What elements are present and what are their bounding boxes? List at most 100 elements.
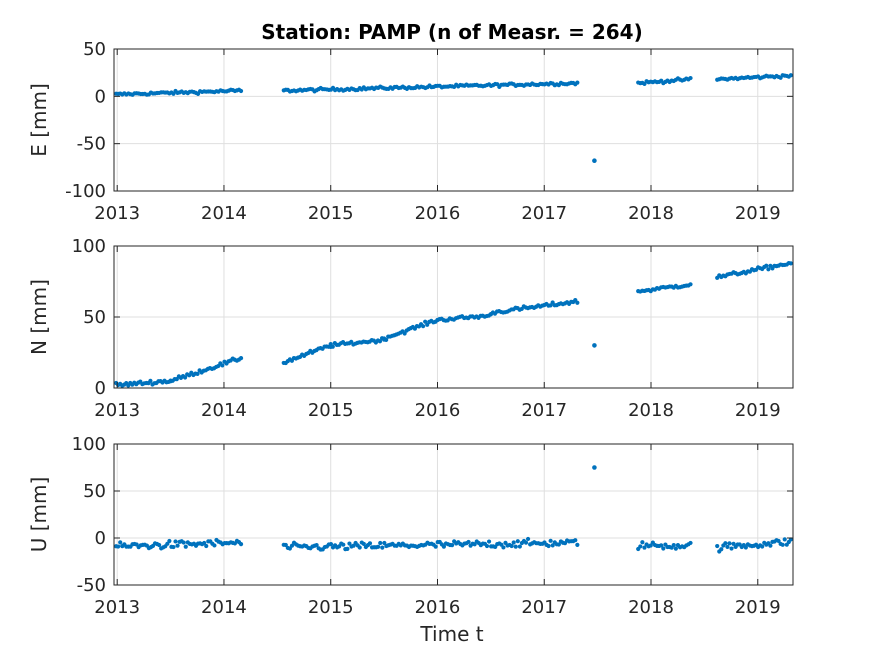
y-tick-label: 50 — [83, 307, 106, 328]
data-point — [382, 540, 387, 546]
data-point — [378, 540, 383, 546]
data-point — [501, 545, 506, 550]
y-axis-label: E [mm] — [27, 83, 51, 157]
axes-frame — [113, 443, 794, 586]
data-point — [171, 544, 176, 550]
data-point — [380, 545, 385, 550]
data-point — [548, 538, 553, 543]
data-point — [238, 88, 244, 94]
chart-title: Station: PAMP (n of Measr. = 264) — [261, 20, 642, 44]
x-tick-label: 2018 — [628, 597, 674, 618]
data-point — [768, 543, 773, 548]
data-point — [640, 540, 645, 545]
data-point — [788, 73, 793, 78]
data-point — [347, 541, 352, 546]
outlier-point — [592, 343, 597, 348]
data-point — [118, 540, 123, 545]
data-point — [202, 540, 207, 546]
data-point — [517, 544, 522, 549]
data-point — [314, 543, 319, 548]
data-point — [575, 80, 580, 85]
x-tick-label: 2019 — [735, 597, 781, 618]
panel-u: 2013 2014 2015 2016 2017 2018 2019 -50 0 50 100 U [… — [27, 434, 794, 618]
x-tick-label: 2018 — [628, 400, 674, 421]
axes-frame — [113, 48, 794, 192]
data-point — [688, 75, 693, 81]
data-point — [330, 344, 335, 349]
y-tick-label: 0 — [95, 378, 106, 399]
x-tick-label: 2015 — [308, 400, 354, 421]
data-point — [402, 331, 407, 336]
x-tick-label: 2017 — [521, 597, 567, 618]
data-point — [760, 544, 765, 549]
data-point — [367, 541, 373, 546]
data-point — [283, 542, 288, 548]
data-point — [175, 543, 180, 548]
data-point — [729, 546, 734, 551]
x-tick-label: 2014 — [201, 597, 247, 618]
x-tick-label: 2014 — [201, 203, 247, 224]
data-point — [345, 546, 350, 551]
data-point — [725, 544, 730, 550]
x-tick-label: 2016 — [415, 597, 461, 618]
data-point — [661, 546, 666, 551]
data-point — [782, 537, 787, 542]
y-axis-label: N [mm] — [27, 279, 51, 355]
data-point — [743, 545, 748, 550]
y-tick-label: -100 — [65, 181, 106, 202]
data-point — [688, 540, 693, 546]
data-point — [212, 543, 217, 548]
x-tick-label: 2019 — [735, 203, 781, 224]
data-point — [573, 538, 578, 543]
data-point — [328, 542, 334, 547]
panels: 2013 2014 2015 2016 2017 2018 2019 -100 -50 0 50 E … — [27, 39, 794, 618]
data-point — [238, 542, 244, 547]
x-tick-label: 2013 — [94, 203, 140, 224]
data-point — [556, 542, 561, 547]
data-points — [114, 260, 793, 388]
x-tick-label: 2014 — [201, 400, 247, 421]
data-point — [441, 544, 446, 549]
data-point — [421, 324, 426, 329]
outlier-point — [592, 158, 597, 164]
data-point — [486, 539, 492, 544]
y-tick-label: 100 — [72, 236, 106, 257]
data-point — [423, 319, 428, 324]
x-tick-label: 2018 — [628, 203, 674, 224]
data-point — [776, 538, 781, 544]
x-tick-label: 2016 — [415, 400, 461, 421]
data-point — [688, 282, 693, 287]
data-point — [167, 538, 172, 544]
x-tick-label: 2013 — [94, 597, 140, 618]
data-point — [648, 543, 653, 548]
outlier-point — [592, 465, 597, 470]
data-point — [511, 540, 516, 545]
data-point — [466, 539, 471, 545]
data-point — [523, 540, 529, 545]
data-point — [548, 303, 553, 308]
x-tick-label: 2013 — [94, 400, 140, 421]
data-point — [377, 339, 383, 344]
data-point — [515, 539, 520, 544]
y-tick-label: 100 — [72, 434, 106, 455]
data-point — [766, 267, 771, 272]
data-point — [450, 543, 455, 548]
x-axis-label: Time t — [419, 622, 483, 646]
plot-area — [114, 444, 793, 585]
x-tick-label: 2016 — [415, 203, 461, 224]
data-point — [723, 541, 728, 546]
data-point — [220, 363, 225, 368]
data-point — [195, 371, 200, 376]
plot-area — [114, 49, 793, 191]
x-tick-label: 2015 — [308, 203, 354, 224]
data-point — [357, 545, 362, 550]
x-tick-label: 2015 — [308, 597, 354, 618]
data-point — [361, 541, 366, 547]
y-tick-label: 0 — [95, 528, 106, 549]
y-tick-label: 50 — [83, 39, 106, 60]
data-point — [764, 263, 769, 268]
y-axis-label: U [mm] — [27, 477, 51, 553]
data-point — [546, 543, 551, 549]
data-point — [148, 378, 153, 383]
